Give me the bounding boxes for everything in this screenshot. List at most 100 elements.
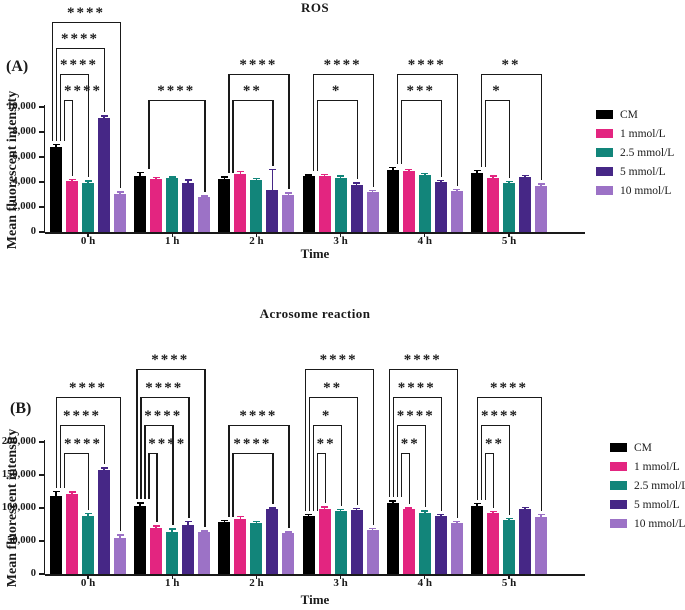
x-axis-category-label: 3 h xyxy=(333,577,348,589)
x-axis-tick xyxy=(508,574,510,579)
sig-bracket-bar xyxy=(392,397,443,399)
sig-bracket-bar xyxy=(485,453,495,455)
bar-2.5-mmol-l xyxy=(250,523,263,574)
bar-10-mmol-l xyxy=(366,192,379,232)
y-axis-tick xyxy=(39,507,44,509)
panel-a-legend: CM 1 mmol/L 2.5 mmol/L 5 mmol/L 10 mmol/L xyxy=(596,105,674,200)
sig-bracket-left-leg xyxy=(56,397,58,488)
sig-bracket-left-leg xyxy=(316,453,318,511)
x-axis-category-label: 0 h xyxy=(80,235,96,247)
panel-b-x-axis-title: Time xyxy=(300,592,330,607)
sig-bracket-bar xyxy=(481,425,511,427)
error-bar-line xyxy=(508,181,510,185)
sig-bracket-bar xyxy=(60,74,90,76)
sig-stars: **** xyxy=(481,408,519,424)
sig-bracket-left-leg xyxy=(312,74,314,172)
error-bar-cap xyxy=(168,176,176,178)
error-bar-line xyxy=(456,521,458,526)
bar-10-mmol-l xyxy=(535,516,547,574)
legend-label: 1 mmol/L xyxy=(620,127,666,140)
sig-stars: **** xyxy=(60,57,98,73)
error-bar-line xyxy=(440,180,442,184)
bar-10-mmol-l xyxy=(114,193,126,232)
error-bar-line xyxy=(339,176,342,180)
x-axis-category-label: 3 h xyxy=(333,235,348,247)
sig-stars: **** xyxy=(148,436,187,452)
sig-bracket-bar xyxy=(485,100,511,102)
sig-stars: ** xyxy=(323,380,343,396)
error-bar-line xyxy=(271,508,274,512)
panel-b-title: Acrosome reaction xyxy=(259,306,371,321)
sig-bracket-bar xyxy=(232,100,274,102)
error-bar-cap xyxy=(84,180,92,182)
x-axis-tick xyxy=(424,574,426,579)
bar-cm xyxy=(134,175,147,232)
sig-bracket-right-leg xyxy=(440,100,443,177)
y-axis-tick xyxy=(39,474,44,476)
bar-10-mmol-l xyxy=(450,190,463,232)
y-axis-tick-label: 6,000 xyxy=(12,151,36,162)
bar-5-mmol-l xyxy=(182,182,195,232)
error-bar-cap xyxy=(284,531,292,533)
y-axis-tick xyxy=(39,573,44,575)
sig-stars: ** xyxy=(501,57,521,73)
sig-bracket-right-leg xyxy=(356,100,358,180)
panel-b-legend: CM 1 mmol/L 2.5 mmol/L 5 mmol/L 10 mmol/L xyxy=(610,438,685,533)
error-bar-cap xyxy=(136,171,144,174)
error-bar-cap xyxy=(369,189,377,192)
sig-bracket-left-leg xyxy=(228,425,230,517)
sig-bracket-left-leg xyxy=(232,453,234,517)
sig-bracket-bar xyxy=(316,100,358,102)
sig-stars: **** xyxy=(323,57,362,73)
legend-item: 10 mmol/L xyxy=(610,514,685,533)
sig-bracket-bar xyxy=(148,100,206,102)
x-axis-line xyxy=(45,232,585,234)
y-axis-tick xyxy=(39,231,44,233)
bar-cm xyxy=(471,172,483,232)
error-bar-cap xyxy=(236,170,244,173)
legend-item: CM xyxy=(596,105,674,124)
bar-10-mmol-l xyxy=(450,523,463,574)
bar-2.5-mmol-l xyxy=(82,182,94,232)
sig-bracket-right-leg xyxy=(72,100,74,176)
error-bar-line xyxy=(408,169,410,173)
sig-bracket-right-leg xyxy=(424,425,427,508)
sig-stars: **** xyxy=(239,57,278,73)
sig-stars: **** xyxy=(69,380,107,396)
error-bar-cap xyxy=(437,513,445,516)
error-bar-cap xyxy=(200,530,208,532)
sig-stars: *** xyxy=(406,83,436,99)
sig-bracket-right-leg xyxy=(272,453,274,504)
error-bar-cap xyxy=(184,520,192,523)
error-bar-line xyxy=(508,518,510,522)
sig-stars: **** xyxy=(490,380,528,396)
legend-label: CM xyxy=(634,441,652,454)
error-bar-line xyxy=(139,503,141,508)
legend-swatch-1-mmol-l xyxy=(596,129,613,138)
legend-label: 1 mmol/L xyxy=(634,460,680,473)
sig-stars: ** xyxy=(316,436,336,452)
error-bar-line xyxy=(55,144,57,149)
sig-bracket-bar xyxy=(140,397,190,399)
x-axis-category-label: 4 h xyxy=(417,235,432,247)
sig-bracket-bar xyxy=(144,425,174,427)
bar-5-mmol-l xyxy=(434,182,447,232)
error-bar-line xyxy=(440,514,442,518)
error-bar-cap xyxy=(521,506,529,509)
sig-bracket-left-leg xyxy=(64,453,66,488)
bar-2.5-mmol-l xyxy=(418,512,431,574)
error-bar-line xyxy=(476,503,478,508)
sig-bracket-bar xyxy=(228,425,290,427)
bar-1-mmol-l xyxy=(150,527,163,574)
error-bar-cap xyxy=(337,508,345,511)
error-bar-cap xyxy=(152,525,160,527)
bar-2.5-mmol-l xyxy=(334,177,347,232)
y-axis-line xyxy=(43,105,45,233)
sig-bracket-right-leg xyxy=(204,369,206,528)
bar-10-mmol-l xyxy=(535,185,547,232)
bar-5-mmol-l xyxy=(350,184,363,232)
error-bar-cap xyxy=(405,507,413,509)
y-axis-tick-label: 0 xyxy=(30,226,36,237)
legend-swatch-10-mmol-l xyxy=(596,186,613,195)
bar-1-mmol-l xyxy=(66,494,78,574)
